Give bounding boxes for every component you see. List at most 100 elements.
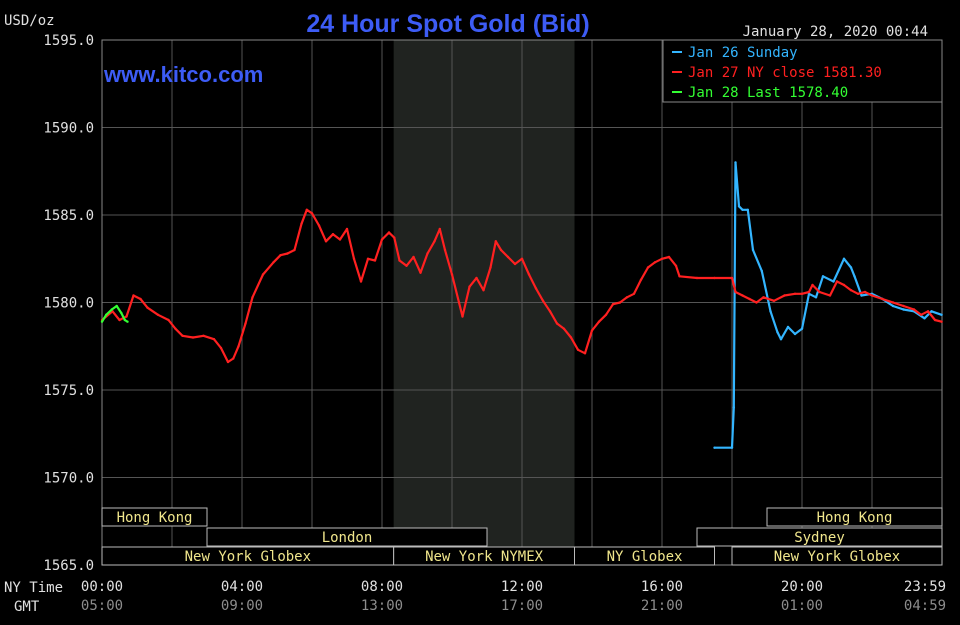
data-point bbox=[597, 320, 601, 323]
data-point bbox=[933, 318, 937, 322]
y-tick-label: 1595.0 bbox=[43, 33, 94, 49]
y-tick-label: 1570.0 bbox=[43, 471, 94, 487]
data-point bbox=[380, 238, 384, 241]
data-point bbox=[590, 329, 594, 332]
data-point bbox=[412, 255, 415, 259]
session-box bbox=[766, 507, 943, 527]
data-point bbox=[811, 283, 814, 287]
data-point bbox=[139, 297, 142, 301]
data-point bbox=[398, 259, 401, 262]
data-point bbox=[732, 406, 735, 409]
data-point bbox=[132, 294, 135, 297]
x-tick-label-ny: 12:00 bbox=[501, 579, 543, 595]
session-box bbox=[101, 507, 208, 527]
data-point bbox=[468, 285, 471, 288]
data-point bbox=[226, 360, 230, 364]
data-point bbox=[555, 322, 559, 325]
legend-entry: Jan 26 Sunday bbox=[688, 45, 798, 61]
y-unit-label: USD/oz bbox=[4, 13, 55, 29]
x-tick-label-ny: 00:00 bbox=[81, 579, 123, 595]
data-point bbox=[373, 259, 377, 262]
data-point bbox=[393, 236, 396, 239]
data-point bbox=[604, 313, 608, 316]
data-point bbox=[646, 266, 650, 269]
data-point bbox=[940, 320, 943, 323]
data-point bbox=[219, 346, 223, 350]
data-point bbox=[776, 331, 779, 334]
data-point bbox=[331, 233, 335, 236]
data-point bbox=[426, 252, 429, 255]
data-point bbox=[110, 308, 114, 311]
data-point bbox=[821, 275, 825, 278]
data-point bbox=[625, 296, 629, 299]
data-point bbox=[534, 287, 538, 290]
data-point bbox=[513, 262, 517, 266]
data-point bbox=[181, 334, 184, 337]
data-point bbox=[317, 224, 321, 227]
legend: Jan 26 Sunday Jan 27 NY close 1581.30 Jan … bbox=[672, 45, 882, 101]
data-point bbox=[405, 264, 408, 267]
data-point bbox=[272, 261, 275, 264]
data-point bbox=[863, 290, 867, 294]
data-point bbox=[261, 273, 265, 276]
data-point bbox=[286, 252, 289, 255]
x-tick-label-gmt: 09:00 bbox=[221, 598, 263, 614]
data-point bbox=[660, 257, 664, 260]
session-label: London bbox=[322, 530, 373, 546]
data-point bbox=[232, 357, 235, 360]
data-point bbox=[305, 208, 308, 211]
session-label: Sydney bbox=[794, 530, 845, 546]
data-point bbox=[746, 208, 749, 211]
x-tick-label-ny: 16:00 bbox=[641, 579, 683, 595]
data-point bbox=[923, 317, 926, 320]
watermark-url: www.kitco.com bbox=[103, 62, 263, 87]
data-point bbox=[793, 292, 797, 295]
data-point bbox=[870, 294, 874, 297]
data-point bbox=[300, 222, 303, 225]
x-tick-label-ny: 08:00 bbox=[361, 579, 403, 595]
data-point bbox=[174, 327, 177, 330]
data-point bbox=[734, 161, 737, 164]
data-point bbox=[783, 294, 786, 297]
data-point bbox=[548, 310, 552, 313]
data-point bbox=[569, 336, 573, 339]
data-point bbox=[912, 308, 916, 311]
data-point bbox=[751, 248, 755, 252]
data-point bbox=[167, 318, 170, 322]
data-point bbox=[202, 334, 205, 337]
session-label: New York Globex bbox=[774, 549, 900, 565]
data-point bbox=[279, 254, 282, 257]
data-point bbox=[123, 318, 127, 322]
data-point bbox=[814, 296, 818, 299]
data-point bbox=[881, 297, 884, 301]
data-point bbox=[667, 255, 671, 259]
data-point bbox=[678, 275, 681, 278]
data-point bbox=[769, 310, 772, 313]
data-point bbox=[419, 271, 422, 274]
data-point bbox=[520, 257, 524, 260]
data-point bbox=[741, 294, 744, 297]
data-point bbox=[338, 238, 342, 241]
gmt-row-label: GMT bbox=[14, 599, 40, 615]
data-point bbox=[191, 336, 195, 339]
data-point bbox=[930, 310, 933, 313]
data-point bbox=[695, 276, 699, 280]
data-point bbox=[438, 227, 441, 231]
data-point bbox=[800, 292, 804, 295]
data-point bbox=[310, 212, 314, 215]
data-point bbox=[359, 280, 363, 283]
chart-title: 24 Hour Spot Gold (Bid) bbox=[306, 10, 589, 38]
data-point bbox=[475, 276, 478, 280]
data-point bbox=[443, 248, 447, 252]
data-point bbox=[891, 304, 895, 308]
ny-time-row-label: NY Time bbox=[4, 580, 63, 596]
data-point bbox=[737, 205, 741, 208]
data-point bbox=[293, 248, 296, 252]
data-point bbox=[237, 345, 240, 348]
x-tick-label-gmt: 04:59 bbox=[904, 598, 946, 614]
data-point bbox=[345, 227, 349, 231]
y-tick-label: 1575.0 bbox=[43, 383, 94, 399]
data-point bbox=[583, 352, 587, 355]
session-label: NY Globex bbox=[607, 549, 683, 565]
